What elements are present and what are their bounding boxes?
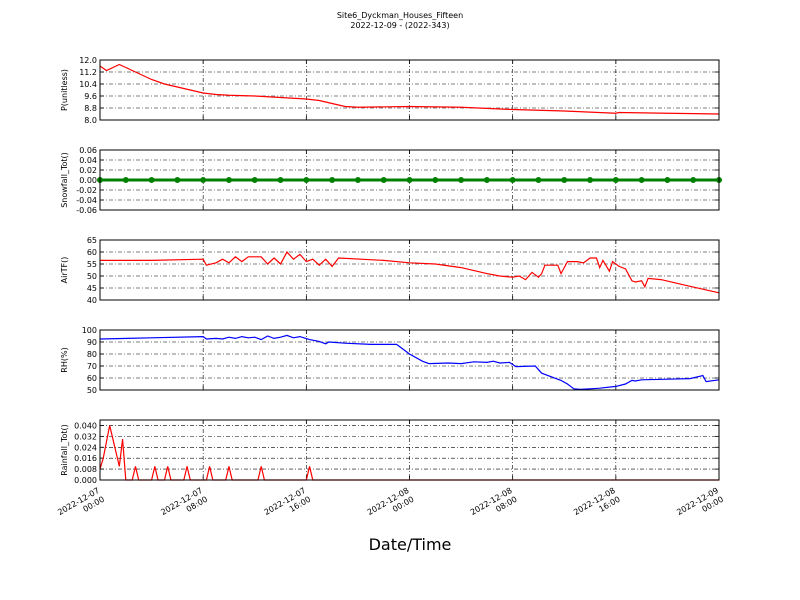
y-tick-label: 70 [87, 362, 97, 371]
data-point [612, 177, 619, 183]
chart-subtitle: 2022-12-09 - (2022-343) [350, 21, 449, 30]
data-point [303, 177, 310, 183]
plot-frame [99, 149, 720, 211]
y-tick-label: 8.0 [84, 116, 97, 125]
data-point [458, 177, 465, 183]
x-axis-label: Date/Time [369, 535, 452, 554]
data-point [432, 177, 439, 183]
data-point [406, 177, 413, 183]
y-tick-label: 0.000 [74, 476, 97, 485]
y-tick-label: 50 [87, 386, 97, 395]
y-tick-label: 0.04 [79, 156, 97, 165]
y-tick-label: 0.016 [74, 454, 97, 463]
y-tick-label: 50 [87, 272, 97, 281]
data-point [638, 177, 645, 183]
y-tick-label: 0.032 [74, 432, 97, 441]
data-point [561, 177, 568, 183]
data-line [100, 250, 720, 294]
chart-title: Site6_Dyckman_Houses_Fifteen [337, 11, 463, 20]
plot-frame [99, 329, 720, 391]
y-tick-label: -0.02 [76, 186, 97, 195]
data-point [690, 177, 697, 183]
y-axis-label: AirTF() [60, 257, 69, 284]
y-tick-label: 40 [87, 296, 97, 305]
y-tick-label: 0.008 [74, 465, 97, 474]
data-point [354, 177, 361, 183]
data-point [251, 177, 258, 183]
y-tick-label: 11.2 [79, 68, 97, 77]
data-point [148, 177, 155, 183]
y-tick-label: 9.6 [84, 92, 97, 101]
data-point [664, 177, 671, 183]
y-axis-label: Snowfall_Tot() [60, 152, 69, 208]
y-tick-label: 0.00 [79, 176, 97, 185]
data-point [587, 177, 594, 183]
y-axis-label: Rainfall_Tot() [60, 424, 69, 476]
y-tick-label: 90 [87, 338, 97, 347]
data-point [122, 177, 129, 183]
data-point [174, 177, 181, 183]
data-point [380, 177, 387, 183]
y-tick-label: -0.04 [76, 196, 97, 205]
y-axis-label: RH(%) [60, 347, 69, 372]
y-tick-label: 10.4 [79, 80, 97, 89]
plot-frame [99, 239, 720, 301]
data-line [99, 63, 720, 115]
data-point [277, 177, 284, 183]
y-tick-label: 100 [82, 326, 97, 335]
y-tick-label: 60 [87, 248, 97, 257]
data-line [99, 334, 720, 391]
y-tick-label: 65 [87, 236, 97, 245]
y-tick-label: 55 [87, 260, 97, 269]
data-point [535, 177, 542, 183]
data-point [483, 177, 490, 183]
y-tick-label: 12.0 [79, 56, 97, 65]
data-point [329, 177, 336, 183]
plot-frame [99, 419, 720, 481]
y-tick-label: 60 [87, 374, 97, 383]
y-tick-label: 80 [87, 350, 97, 359]
y-tick-label: 8.8 [84, 104, 97, 113]
y-tick-label: 0.06 [79, 146, 97, 155]
y-tick-label: -0.06 [76, 206, 97, 215]
y-tick-label: 45 [87, 284, 97, 293]
data-point [509, 177, 516, 183]
y-axis-label: P(unitless) [60, 69, 69, 111]
y-tick-label: 0.02 [79, 166, 97, 175]
y-tick-label: 0.040 [74, 421, 97, 430]
plot-frame [99, 59, 720, 121]
data-point [200, 177, 207, 183]
y-tick-label: 0.024 [74, 443, 97, 452]
data-point [225, 177, 232, 183]
